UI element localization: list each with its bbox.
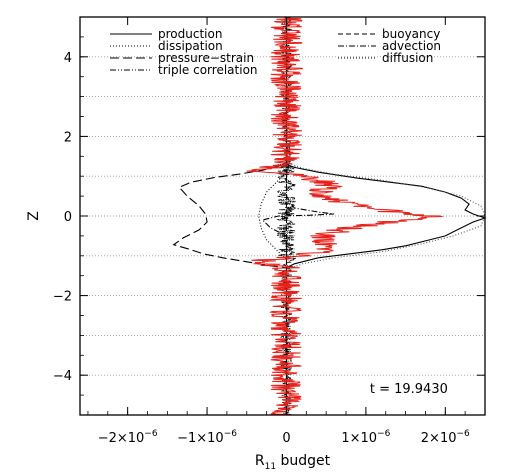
- x-tick-label-exponent: −6: [377, 429, 391, 439]
- series-diffusion: [285, 17, 486, 415]
- y-axis-label: Z: [26, 211, 42, 221]
- x-tick-label: 1×10−6: [341, 429, 390, 446]
- x-tick-label: 0: [282, 431, 290, 446]
- legend-label: buoyancy: [382, 27, 440, 41]
- series-triple-correlation: [275, 16, 297, 416]
- x-tick-label-exponent: −6: [224, 429, 238, 439]
- x-tick-label-base: 1×10: [341, 431, 377, 446]
- x-tick-label: −2×10−6: [98, 429, 158, 446]
- time-annotation: t = 19.9430: [370, 382, 448, 397]
- legend-label: dissipation: [158, 39, 223, 53]
- y-tick-label: 2: [64, 130, 72, 145]
- x-tick-label-exponent: −6: [457, 429, 471, 439]
- x-tick-label: −1×10−6: [177, 429, 237, 446]
- legend-label: diffusion: [382, 51, 433, 65]
- legend-label: production: [158, 27, 222, 41]
- series-pressure-strain: [172, 17, 288, 415]
- x-tick-label-base: 0: [282, 431, 290, 446]
- y-tick-label: −2: [53, 290, 72, 305]
- x-tick-label-base: −2×10: [98, 431, 145, 446]
- x-tick-label-base: −1×10: [177, 431, 224, 446]
- x-axis-label: R11 budget: [255, 453, 331, 472]
- x-axis-label-main: R: [255, 453, 265, 469]
- y-tick-label: −4: [53, 369, 72, 384]
- x-tick-label: 2×10−6: [421, 429, 470, 446]
- x-axis-label-rest: budget: [276, 453, 331, 469]
- series-dissipation: [258, 17, 288, 415]
- legend-label: triple correlation: [158, 63, 258, 77]
- y-tick-label: 4: [64, 51, 72, 66]
- series-production-red: [246, 16, 444, 416]
- series-advection: [261, 17, 335, 415]
- series-group: [172, 16, 487, 416]
- x-tick-label-base: 2×10: [421, 431, 457, 446]
- x-tick-label-exponent: −6: [144, 429, 158, 439]
- legend: productiondissipationpressure−straintrip…: [110, 27, 441, 77]
- legend-label: advection: [382, 39, 441, 53]
- y-tick-label: 0: [64, 210, 72, 225]
- x-axis-label-subscript: 11: [265, 462, 276, 472]
- legend-label: pressure−strain: [158, 51, 254, 65]
